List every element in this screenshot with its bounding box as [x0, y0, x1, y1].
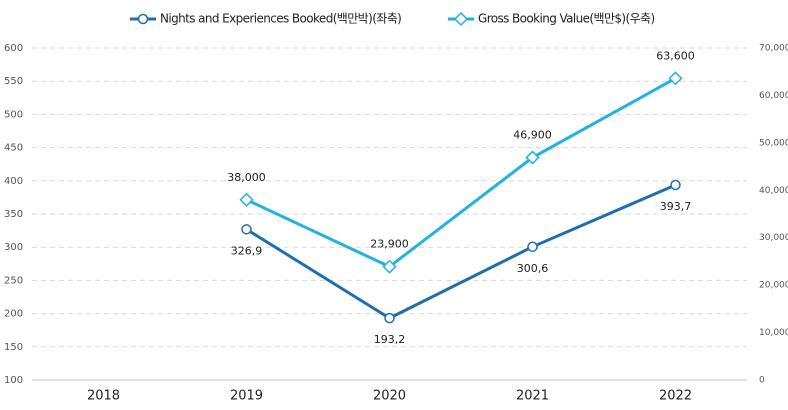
- y-tick-label: 450: [4, 143, 23, 154]
- y-tick-label: 350: [4, 209, 23, 220]
- series-line: [245, 77, 677, 269]
- marker: [382, 259, 397, 274]
- legend-label: Nights and Experiences Booked(백만박)(좌축): [160, 12, 401, 26]
- x-tick-label: 2022: [659, 389, 692, 404]
- legend-label: Gross Booking Value(백만$)(우축): [478, 12, 655, 26]
- y2-tick-label: 10,000: [759, 328, 788, 338]
- marker: [241, 224, 252, 235]
- y2-tick-label: 50,000: [759, 138, 788, 148]
- data-label: 46,900: [513, 129, 552, 142]
- data-label: 300,6: [517, 262, 549, 275]
- marker: [239, 192, 254, 207]
- marker: [137, 13, 149, 25]
- marker: [453, 11, 469, 27]
- x-tick-label: 2020: [373, 389, 406, 404]
- y-tick-label: 300: [4, 242, 23, 253]
- y-tick-label: 500: [4, 109, 23, 120]
- y2-tick-label: 60,000: [759, 91, 788, 101]
- marker: [384, 312, 395, 324]
- y2-tick-label: 40,000: [759, 186, 788, 196]
- y-tick-label: 150: [4, 342, 23, 353]
- y-tick-label: 100: [4, 375, 23, 386]
- y-tick-label: 400: [4, 176, 23, 187]
- data-label: 326,9: [231, 244, 263, 257]
- series-line: [245, 183, 677, 320]
- marker: [527, 241, 538, 253]
- y2-tick-label: 20,000: [759, 281, 788, 291]
- y-tick-label: 250: [4, 275, 23, 286]
- data-label: 23,900: [370, 238, 409, 251]
- x-tick-label: 2018: [87, 389, 120, 404]
- data-label: 63,600: [656, 49, 695, 62]
- data-label: 38,000: [227, 171, 266, 184]
- y2-tick-label: 70,000: [759, 44, 788, 54]
- marker: [525, 150, 540, 165]
- data-label: 193,2: [374, 333, 406, 346]
- x-tick-label: 2019: [230, 389, 263, 404]
- y-tick-label: 600: [4, 43, 23, 54]
- y-tick-label: 550: [4, 76, 23, 87]
- data-label: 393,7: [660, 200, 692, 213]
- marker: [670, 179, 681, 191]
- y2-tick-label: 0: [759, 376, 765, 386]
- marker: [668, 71, 683, 86]
- x-tick-label: 2021: [516, 389, 549, 404]
- y-tick-label: 200: [4, 309, 23, 320]
- y2-tick-label: 30,000: [759, 233, 788, 243]
